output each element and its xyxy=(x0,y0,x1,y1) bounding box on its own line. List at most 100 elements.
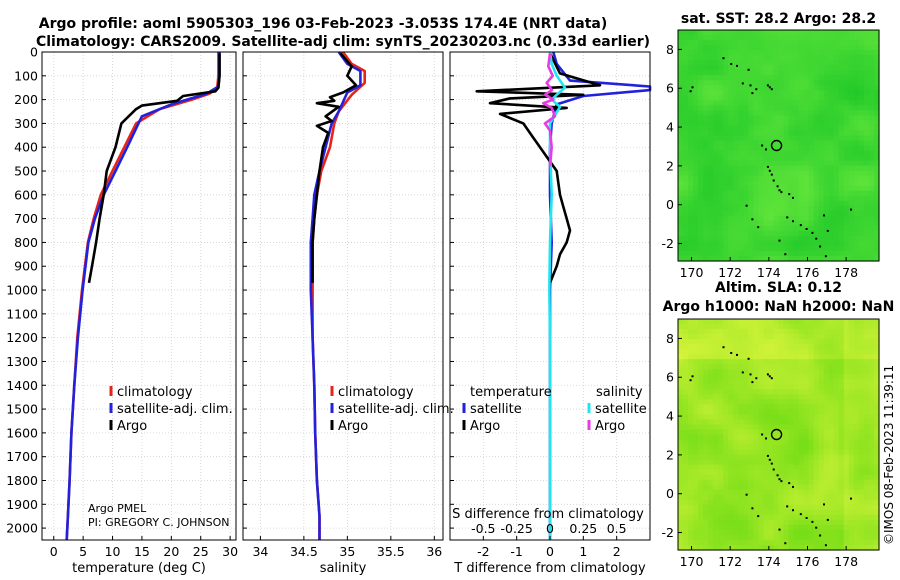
map-cell xyxy=(703,240,709,247)
map-cell xyxy=(853,509,860,516)
map-cell xyxy=(838,165,845,172)
map-cell xyxy=(778,369,785,375)
map-cell xyxy=(693,519,699,526)
map-cell xyxy=(823,469,830,476)
map-cell xyxy=(698,65,704,71)
map-cell xyxy=(698,130,704,137)
map-cell xyxy=(828,384,835,390)
map-cell xyxy=(833,404,840,410)
map-cell xyxy=(843,329,850,335)
map-cell xyxy=(688,529,694,536)
map-cell xyxy=(778,464,785,471)
map-cell xyxy=(698,339,704,345)
map-cell xyxy=(823,339,830,345)
map-cell xyxy=(798,195,805,202)
map-cell xyxy=(808,464,815,471)
map-cell xyxy=(763,45,770,51)
map-cell xyxy=(723,95,729,101)
map-cell xyxy=(718,349,724,355)
map-cell xyxy=(833,155,840,162)
map-cell xyxy=(718,70,724,76)
map-cell xyxy=(728,220,734,227)
map-cell xyxy=(828,324,835,330)
map-cell xyxy=(683,65,689,71)
map-cell xyxy=(793,90,800,96)
map-cell xyxy=(753,210,760,217)
map-cell xyxy=(733,529,739,536)
map-cell xyxy=(728,105,734,111)
map-cell xyxy=(778,479,785,486)
map-cell xyxy=(723,459,729,466)
map-cell xyxy=(818,185,825,192)
map-cell xyxy=(783,374,790,380)
map-cell xyxy=(868,339,875,345)
map-cell xyxy=(738,439,744,446)
map-cell xyxy=(708,50,714,56)
axes-box xyxy=(242,51,444,541)
map-cell xyxy=(713,125,719,132)
map-cell xyxy=(708,489,714,496)
map-cell xyxy=(788,30,795,36)
x-tick-label-salinity: -0.25 xyxy=(500,521,532,536)
map-cell xyxy=(843,125,850,132)
map-cell xyxy=(718,474,724,481)
map-cell xyxy=(868,519,875,526)
map-cell xyxy=(773,344,780,350)
map-cell xyxy=(758,250,765,257)
map-cell xyxy=(803,85,810,91)
map-cell xyxy=(693,60,699,66)
map-cell xyxy=(698,524,704,531)
map-cell xyxy=(818,519,825,526)
map-cell xyxy=(683,100,689,106)
map-cell xyxy=(688,45,694,51)
map-cell xyxy=(753,519,760,526)
map-cell xyxy=(693,424,699,431)
map-cell xyxy=(778,80,785,86)
map-cell xyxy=(873,110,880,116)
map-cell xyxy=(743,210,749,217)
map-cell xyxy=(833,235,840,242)
map-cell xyxy=(793,344,800,350)
map-cell xyxy=(678,534,684,541)
x-tick-label: 0 xyxy=(546,544,554,559)
map-cell xyxy=(733,374,739,380)
map-cell xyxy=(693,544,699,551)
map-cell xyxy=(828,170,835,177)
map-cell xyxy=(818,75,825,81)
map-cell xyxy=(698,384,704,390)
map-cell xyxy=(788,349,795,355)
map-cell xyxy=(873,539,880,546)
map-cell xyxy=(853,539,860,546)
map-cell xyxy=(783,444,790,451)
map-cell xyxy=(828,449,835,456)
map-cell xyxy=(678,45,684,51)
map-cell xyxy=(678,399,684,405)
map-cell xyxy=(848,170,855,177)
map-cell xyxy=(713,414,719,421)
map-cell xyxy=(708,454,714,461)
map-cell xyxy=(823,60,830,66)
map-cell xyxy=(803,319,810,325)
map-cell xyxy=(798,539,805,546)
map-cell xyxy=(773,110,780,116)
map-cell xyxy=(828,394,835,400)
map-cell xyxy=(818,454,825,461)
map-cell xyxy=(713,145,719,152)
map-cell xyxy=(678,454,684,461)
map-cell xyxy=(763,205,770,212)
map-cell xyxy=(793,70,800,76)
map-cell xyxy=(768,55,775,61)
map-cell xyxy=(818,235,825,242)
map-cell xyxy=(798,414,805,421)
map-cell xyxy=(808,409,815,416)
map-cell xyxy=(678,329,684,335)
x-tick-label-salinity: 0.25 xyxy=(569,521,597,536)
map-cell xyxy=(858,369,865,375)
map-cell xyxy=(853,459,860,466)
map-cell xyxy=(733,35,739,41)
map-cell xyxy=(848,339,855,345)
map-cell xyxy=(718,469,724,476)
map-cell xyxy=(698,70,704,76)
map-cell xyxy=(728,459,734,466)
map-cell xyxy=(788,404,795,410)
